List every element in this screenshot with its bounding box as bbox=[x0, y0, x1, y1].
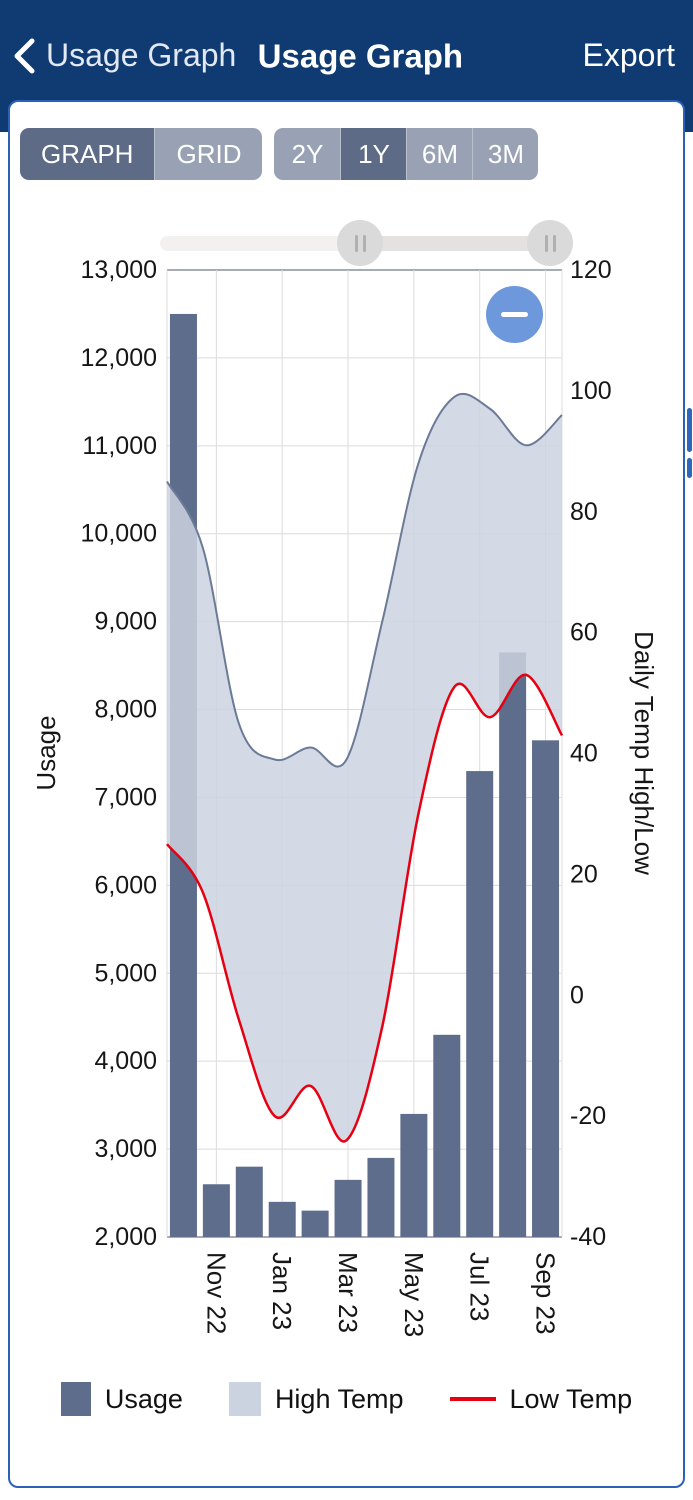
bar-nov-22[interactable] bbox=[202, 1184, 230, 1237]
slider-handle-left[interactable] bbox=[337, 220, 383, 266]
zoom-out-button[interactable] bbox=[486, 286, 543, 343]
bar-feb-23[interactable] bbox=[301, 1210, 329, 1237]
bar-jul-23[interactable] bbox=[466, 771, 494, 1237]
low-temp-line bbox=[165, 673, 564, 1143]
range-toggle-1y[interactable]: 1Y bbox=[340, 128, 407, 180]
left-axis-tick: 9,000 bbox=[94, 608, 157, 636]
axis-labels: 13,000 12,000 11,000 10,000 9,000 8,000 7,000 6… bbox=[31, 256, 659, 1337]
chart-legend: Usage High Temp Low Temp bbox=[10, 1382, 683, 1416]
slider-handle-right[interactable] bbox=[527, 220, 573, 266]
range-toggle-6m[interactable]: 6M bbox=[406, 128, 473, 180]
right-axis-tick: 100 bbox=[570, 377, 612, 405]
left-axis-tick: 4,000 bbox=[94, 1047, 157, 1075]
bar-jun-23[interactable] bbox=[433, 1034, 461, 1237]
high-temp-line bbox=[166, 392, 563, 768]
range-toggle-3m[interactable]: 3M bbox=[472, 128, 539, 180]
bar-may-23[interactable] bbox=[400, 1113, 428, 1237]
legend-swatch-high-temp bbox=[228, 1382, 261, 1416]
range-toggle-2y[interactable]: 2Y bbox=[274, 128, 341, 180]
legend-label: Usage bbox=[104, 1383, 183, 1414]
usage-temperature-chart: 13,000 12,000 11,000 10,000 9,000 8,000 7,000 6… bbox=[31, 256, 659, 1337]
back-button[interactable]: Usage Graph bbox=[12, 36, 236, 76]
x-axis-tick: Jan 23 bbox=[267, 1252, 297, 1330]
view-toggle-grid[interactable]: GRID bbox=[154, 128, 263, 180]
x-axis-tick: Nov 22 bbox=[201, 1252, 231, 1334]
legend-item-low-temp: Low Temp bbox=[449, 1383, 633, 1415]
right-axis-tick: 80 bbox=[570, 498, 598, 526]
left-axis-tick: 13,000 bbox=[81, 256, 157, 284]
bar-aug-23[interactable] bbox=[499, 652, 527, 1237]
right-axis-tick: -20 bbox=[570, 1102, 606, 1130]
scrollbar-indicator bbox=[687, 408, 692, 452]
back-chevron-icon bbox=[14, 38, 35, 73]
left-axis-tick: 7,000 bbox=[94, 783, 157, 811]
legend-swatch-usage bbox=[60, 1382, 91, 1416]
right-axis-tick: -40 bbox=[570, 1223, 606, 1251]
bar-dec-22[interactable] bbox=[235, 1166, 263, 1237]
right-axis-tick: 40 bbox=[570, 740, 598, 768]
right-axis-tick: 0 bbox=[570, 981, 584, 1009]
scrollbar-indicator bbox=[687, 458, 692, 478]
pause-bars-icon bbox=[362, 234, 366, 252]
left-axis-tick: 6,000 bbox=[94, 871, 157, 899]
page-title: Usage Graph bbox=[257, 37, 464, 75]
left-axis-tick: 5,000 bbox=[94, 959, 157, 987]
x-axis-tick: Jul 23 bbox=[465, 1252, 495, 1321]
right-axis-title: Daily Temp High/Low bbox=[629, 631, 659, 875]
left-axis-tick: 12,000 bbox=[81, 344, 157, 372]
bar-mar-23[interactable] bbox=[334, 1179, 362, 1237]
navigation-bar: Usage Graph Usage Graph Export bbox=[0, 0, 693, 97]
back-button-label: Usage Graph bbox=[46, 37, 237, 73]
left-axis-tick: 11,000 bbox=[82, 432, 157, 460]
range-toggle: 2Y 1Y 6M 3M bbox=[274, 128, 539, 180]
x-axis-tick: Mar 23 bbox=[333, 1252, 363, 1333]
right-axis-tick: 20 bbox=[570, 860, 598, 888]
slider-selected-range[interactable] bbox=[360, 236, 550, 251]
left-axis-title: Usage bbox=[31, 715, 61, 790]
right-axis-tick: 120 bbox=[570, 256, 612, 284]
legend-item-usage: Usage bbox=[60, 1382, 183, 1416]
legend-label: Low Temp bbox=[509, 1383, 633, 1414]
view-toggle: GRAPH GRID bbox=[20, 128, 263, 180]
left-axis-tick: 10,000 bbox=[81, 520, 157, 548]
legend-label: High Temp bbox=[274, 1383, 404, 1414]
bar-apr-23[interactable] bbox=[367, 1157, 395, 1237]
minus-icon bbox=[501, 312, 528, 317]
view-toggle-graph[interactable]: GRAPH bbox=[20, 128, 155, 180]
left-axis-tick: 2,000 bbox=[94, 1223, 157, 1251]
content-card: 13,000 12,000 11,000 10,000 9,000 8,000 7,000 6… bbox=[8, 100, 685, 1488]
pause-bars-icon bbox=[552, 234, 556, 252]
range-slider bbox=[160, 218, 573, 268]
bar-jan-23[interactable] bbox=[268, 1201, 296, 1237]
bar-sep-23[interactable] bbox=[532, 740, 560, 1237]
pause-bars-icon bbox=[544, 234, 548, 252]
pause-bars-icon bbox=[354, 234, 358, 252]
left-axis-tick: 8,000 bbox=[94, 696, 157, 724]
x-axis-tick: Sep 23 bbox=[531, 1252, 561, 1334]
export-button[interactable]: Export bbox=[582, 37, 675, 73]
high-low-temp-band bbox=[167, 393, 562, 1142]
left-axis-tick: 3,000 bbox=[94, 1135, 157, 1163]
x-axis-tick: May 23 bbox=[399, 1252, 429, 1337]
legend-item-high-temp: High Temp bbox=[228, 1382, 404, 1416]
right-axis-tick: 60 bbox=[570, 619, 598, 647]
legend-swatch-low-temp bbox=[449, 1397, 496, 1401]
toolbar: GRAPH GRID 2Y 1Y 6M 3M bbox=[20, 128, 539, 180]
